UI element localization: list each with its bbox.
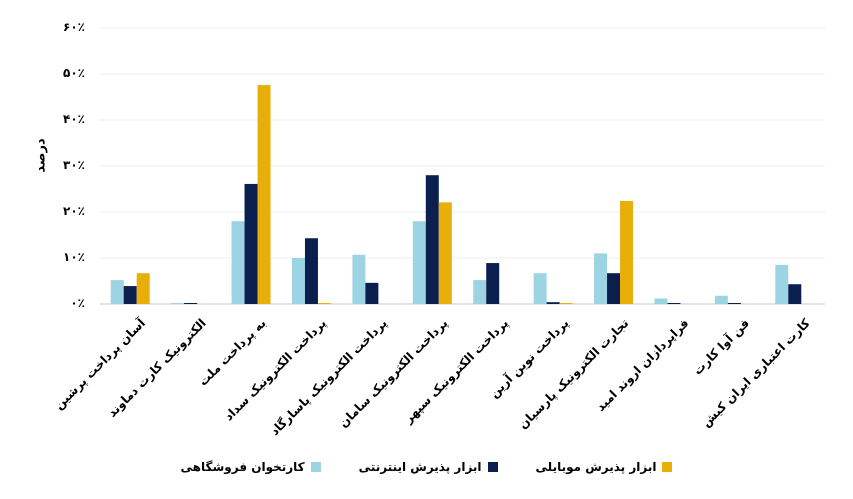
legend-item-pos: کارتخوان فروشگاهی — [181, 460, 321, 474]
bar — [546, 302, 560, 304]
bar — [110, 280, 124, 304]
legend-swatch-pos — [310, 462, 321, 472]
y-tick-label: ۳۰٪ — [63, 158, 85, 172]
bar — [136, 273, 150, 304]
y-tick-label: ۱۰٪ — [63, 250, 85, 264]
bar — [317, 303, 331, 304]
bar — [788, 284, 802, 304]
bar — [714, 295, 728, 304]
y-tick-label: ۲۰٪ — [63, 204, 85, 218]
bar — [533, 273, 547, 304]
bar — [365, 282, 379, 304]
bar — [486, 263, 500, 304]
bar — [620, 200, 634, 304]
bar — [291, 258, 305, 304]
legend-label-internet: ابزار پذیرش اینترنتی — [358, 460, 482, 474]
bar — [667, 303, 681, 304]
bar — [257, 85, 271, 304]
legend-item-internet: ابزار پذیرش اینترنتی — [359, 460, 498, 474]
y-tick-label: ۴۰٪ — [63, 112, 85, 126]
y-tick-label: ۰٪ — [70, 296, 85, 310]
bar — [352, 254, 366, 304]
legend-swatch-mobile — [662, 462, 673, 472]
bar — [425, 175, 439, 304]
legend-swatch-internet — [487, 462, 498, 472]
bar — [304, 238, 318, 304]
bar — [231, 221, 245, 304]
legend-item-mobile: ابزار پذیرش موبایلی — [536, 460, 673, 474]
bar — [775, 264, 789, 304]
legend-label-pos: کارتخوان فروشگاهی — [180, 460, 305, 474]
y-tick-label: ۶۰٪ — [63, 20, 85, 34]
legend: ابزار پذیرش موبایلی ابزار پذیرش اینترنتی… — [0, 460, 853, 474]
bar — [594, 253, 608, 304]
bar — [184, 303, 198, 304]
bar — [473, 280, 487, 304]
bar — [559, 303, 573, 304]
legend-label-mobile: ابزار پذیرش موبایلی — [535, 460, 657, 474]
bar — [412, 221, 426, 304]
bar — [607, 273, 621, 304]
bar — [171, 303, 185, 304]
bar — [244, 183, 258, 304]
bar — [123, 286, 137, 304]
bar — [654, 298, 668, 304]
bar — [438, 202, 452, 304]
y-tick-label: ۵۰٪ — [63, 66, 85, 80]
bar — [727, 303, 741, 304]
